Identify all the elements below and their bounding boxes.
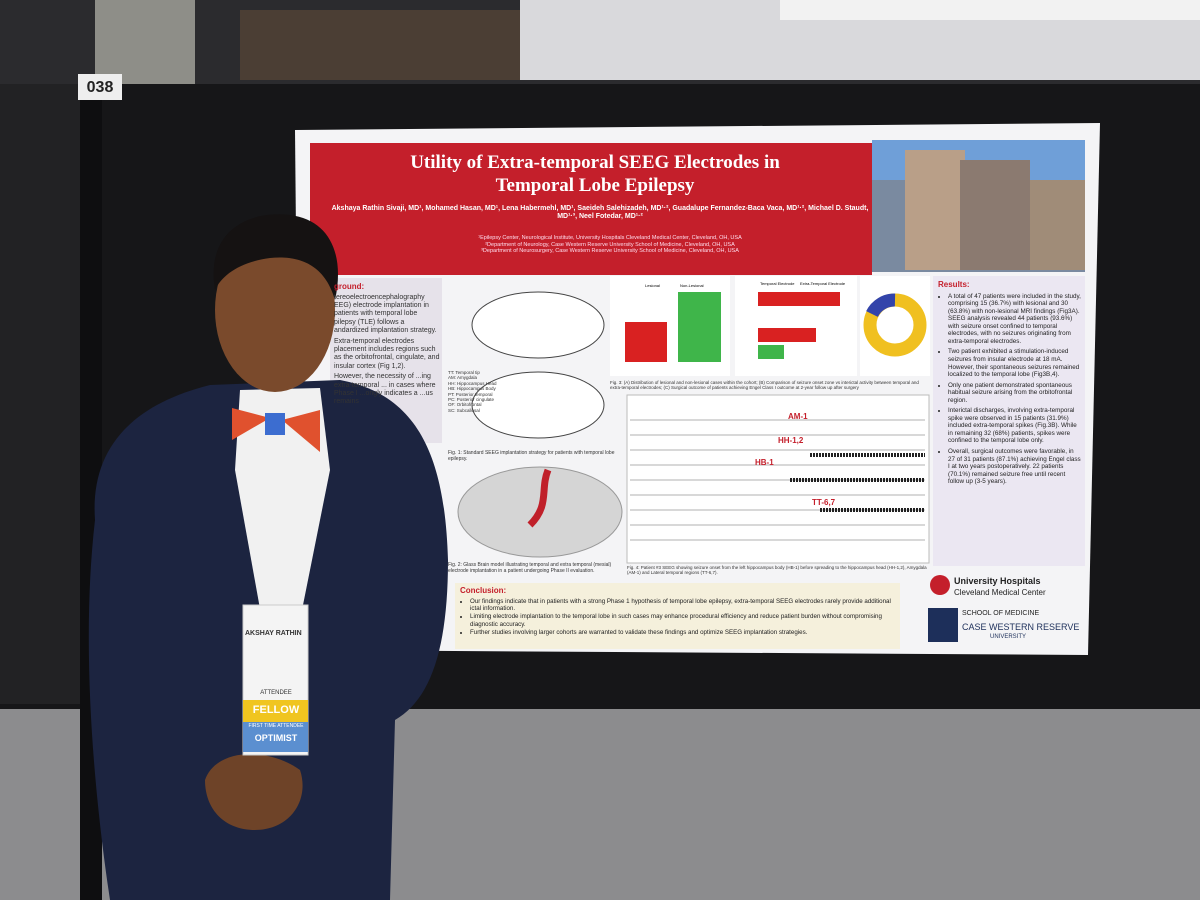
figure-caption: Fig. 3: (A) Distribution of lesional and… — [610, 380, 919, 391]
bullet: Limiting electrode implantation to the t… — [470, 613, 896, 628]
legend-entry: SC: Subcallosal — [448, 407, 480, 413]
authors: Akshaya Rathin Sivaji, MD¹, Mohamed Hasa… — [331, 205, 869, 221]
legend-entry: AM: Amygdala — [448, 375, 478, 381]
booth-number: 038 — [86, 79, 114, 96]
bullet: Two patient exhibited a stimulation-indu… — [948, 348, 1082, 378]
figure-caption: Fig. 2: Glass Brain model illustrating t… — [448, 562, 612, 574]
eeg-label: AM-1 — [788, 412, 808, 421]
brain-legend: TT: Temporal tip AM: Amygdala HH: Hippoc… — [448, 370, 538, 413]
logo-text: UNIVERSITY — [990, 634, 1027, 640]
background-section: ground: tereoelectroencephalography EEG)… — [334, 282, 440, 409]
results-section: Results: A total of 47 patients were inc… — [938, 280, 1082, 489]
logo-text: University Hospitals — [954, 576, 1041, 586]
eeg-label: HB-1 — [755, 458, 774, 467]
section-heading: ground: — [334, 282, 365, 291]
section-heading: Results: — [938, 280, 970, 289]
legend-entry: HH: Hippocampus Head — [448, 380, 497, 386]
legend-entry: OF: Orbitofrontal — [448, 402, 482, 408]
badge-ribbon: FIRST TIME ATTENDEE — [248, 723, 304, 729]
poster-title: Utility of Extra-temporal SEEG Electrode… — [410, 152, 780, 196]
affiliations: ¹Epilepsy Center, Neurological Institute… — [380, 235, 840, 255]
affiliation: ²Department of Neurology, Case Western R… — [485, 241, 735, 248]
figure-caption: Fig. 4: Patient #3 SEEG showing seizure … — [627, 565, 927, 576]
legend-entry: PT: Posterior temporal — [448, 391, 493, 397]
bullet: A total of 47 patients were included in … — [948, 293, 1082, 346]
logo-text: Cleveland Medical Center — [954, 588, 1046, 597]
affiliation: ¹Epilepsy Center, Neurological Institute… — [478, 235, 742, 241]
chart-legend: Extra-Temporal Electrode — [800, 281, 846, 286]
eeg-label: HH-1,2 — [778, 436, 804, 445]
bullet: Only one patient demonstrated spontaneou… — [948, 382, 1082, 405]
bullet: Interictal discharges, involving extra-t… — [948, 407, 1082, 445]
paragraph: tereoelectroencephalography EEG) electro… — [334, 293, 437, 335]
conclusion-section: Conclusion: Our findings indicate that i… — [460, 586, 896, 638]
badge-ribbon: OPTIMIST — [254, 733, 298, 743]
chart-legend: Non-Lesional — [680, 283, 704, 288]
logo-text: SCHOOL OF MEDICINE — [962, 610, 1040, 617]
chart-legend: Temporal Electrode — [760, 281, 795, 286]
badge-name: AKSHAY RATHIN — [245, 630, 302, 637]
paragraph: Extra-temporal electrodes placement incl… — [334, 337, 440, 370]
badge-ribbon: FELLOW — [252, 704, 300, 716]
bullet: Further studies involving larger cohorts… — [470, 629, 896, 636]
bullet: Overall, surgical outcomes were favorabl… — [948, 448, 1082, 486]
affiliation: ³Department of Neurosurgery, Case Wester… — [481, 248, 739, 255]
legend-entry: PC: Posterior cingulate — [448, 396, 495, 402]
legend-entry: TT: Temporal tip — [448, 370, 480, 375]
figure-caption: Fig. 1: Standard SEEG implantation strat… — [448, 450, 615, 462]
logo-text: CASE WESTERN RESERVE — [962, 622, 1080, 632]
chart-legend: Lesional — [645, 283, 660, 288]
legend-entry: HB: Hippocampus Body — [448, 386, 496, 392]
section-heading: Conclusion: — [460, 586, 507, 595]
badge-role: ATTENDEE — [260, 690, 292, 696]
bullet: Our findings indicate that in patients w… — [470, 598, 896, 613]
eeg-label: TT-6,7 — [812, 498, 836, 507]
paragraph: However, the necessity of ...ing extra-t… — [334, 373, 436, 406]
eeg-traces — [630, 419, 925, 541]
